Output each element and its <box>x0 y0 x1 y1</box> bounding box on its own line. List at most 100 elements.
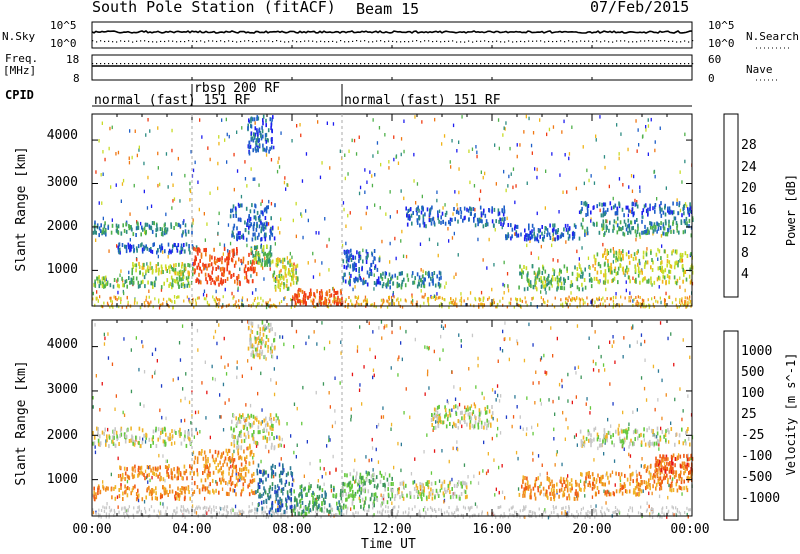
echo-cell <box>140 243 142 248</box>
echo-cell <box>180 277 182 282</box>
echo-cell <box>544 269 547 274</box>
scatter-cell <box>276 355 278 360</box>
echo-cell <box>101 284 104 289</box>
echo-cell <box>121 276 123 281</box>
scatter-cell <box>122 178 125 183</box>
echo-cell <box>412 280 414 285</box>
scatter-cell <box>270 202 273 206</box>
echo-cell <box>615 271 618 276</box>
echo-cell <box>94 279 96 284</box>
echo-cell <box>504 217 506 221</box>
scatter-cell <box>269 305 271 309</box>
scatter-cell <box>92 291 94 296</box>
scatter-cell <box>385 505 387 509</box>
scatter-cell <box>515 511 518 514</box>
echo-cell <box>170 222 172 227</box>
echo-cell <box>192 491 194 496</box>
scatter-cell <box>302 301 304 305</box>
scatter-cell <box>401 229 403 234</box>
echo-cell <box>179 269 182 274</box>
echo-cell <box>345 265 348 270</box>
scatter-cell <box>350 299 352 303</box>
scatter-cell <box>638 302 640 306</box>
echo-cell <box>95 230 97 235</box>
scatter-cell <box>103 332 105 337</box>
echo-cell <box>220 480 222 485</box>
echo-cell <box>525 266 528 271</box>
scatter-cell <box>567 372 569 377</box>
scatter-cell <box>121 305 123 309</box>
echo-cell <box>125 229 128 234</box>
echo-cell <box>422 281 425 286</box>
scatter-cell <box>377 422 380 427</box>
scatter-cell <box>328 438 330 443</box>
echo-cell <box>675 250 678 255</box>
scatter-cell <box>411 507 413 511</box>
echo-cell <box>616 206 618 211</box>
scatter-cell <box>224 401 226 405</box>
scatter-cell <box>673 513 675 517</box>
echo-cell <box>672 210 675 215</box>
scatter-cell <box>482 305 484 309</box>
echo-cell <box>131 227 133 232</box>
echo-cell <box>277 443 280 448</box>
scatter-cell <box>535 272 537 276</box>
echo-cell <box>593 205 595 210</box>
echo-cell <box>202 484 205 489</box>
scatter-cell <box>492 301 494 305</box>
scatter-cell <box>605 501 607 505</box>
echo-cell <box>254 126 257 131</box>
echo-cell <box>248 252 250 257</box>
echo-cell <box>137 465 140 470</box>
scatter-cell <box>493 263 495 267</box>
echo-cell <box>109 283 112 288</box>
scatter-cell <box>477 363 479 368</box>
echo-cell <box>216 259 218 263</box>
scatter-cell <box>478 305 480 309</box>
scatter-cell <box>160 384 163 388</box>
scatter-cell <box>608 303 610 307</box>
echo-cell <box>294 293 296 298</box>
echo-cell <box>237 231 240 236</box>
echo-cell <box>544 283 547 288</box>
scatter-cell <box>496 384 499 388</box>
echo-cell <box>248 218 251 223</box>
scatter-cell <box>476 505 478 509</box>
scatter-cell <box>518 513 520 517</box>
echo-cell <box>131 278 134 283</box>
scatter-cell <box>350 407 352 411</box>
echo-cell <box>256 260 259 265</box>
scatter-cell <box>371 437 373 442</box>
echo-cell <box>635 233 638 238</box>
echo-cell <box>146 267 149 272</box>
echo-cell <box>196 456 199 461</box>
scatter-cell <box>206 390 208 395</box>
echo-cell <box>172 283 174 288</box>
scatter-cell <box>180 505 182 509</box>
echo-cell <box>531 234 534 239</box>
scatter-cell <box>576 510 578 514</box>
scatter-cell <box>347 172 349 176</box>
echo-cell <box>690 279 693 284</box>
echo-cell <box>316 289 318 294</box>
scatter-cell <box>230 464 232 469</box>
echo-cell <box>233 223 236 228</box>
scatter-cell <box>222 295 224 299</box>
scatter-cell <box>423 450 425 454</box>
echo-cell <box>232 459 235 464</box>
scatter-cell <box>193 305 195 309</box>
echo-cell <box>277 279 279 284</box>
scatter-cell <box>473 513 475 517</box>
scatter-cell <box>351 372 354 377</box>
echo-cell <box>642 255 645 260</box>
scatter-cell <box>612 402 614 406</box>
scatter-cell <box>147 118 149 122</box>
echo-cell <box>122 475 124 480</box>
scatter-cell <box>551 303 553 307</box>
scatter-cell <box>469 507 471 511</box>
echo-cell <box>187 229 190 234</box>
echo-cell <box>161 267 163 271</box>
scatter-cell <box>647 152 649 156</box>
echo-cell <box>333 300 336 305</box>
echo-cell <box>356 277 358 282</box>
